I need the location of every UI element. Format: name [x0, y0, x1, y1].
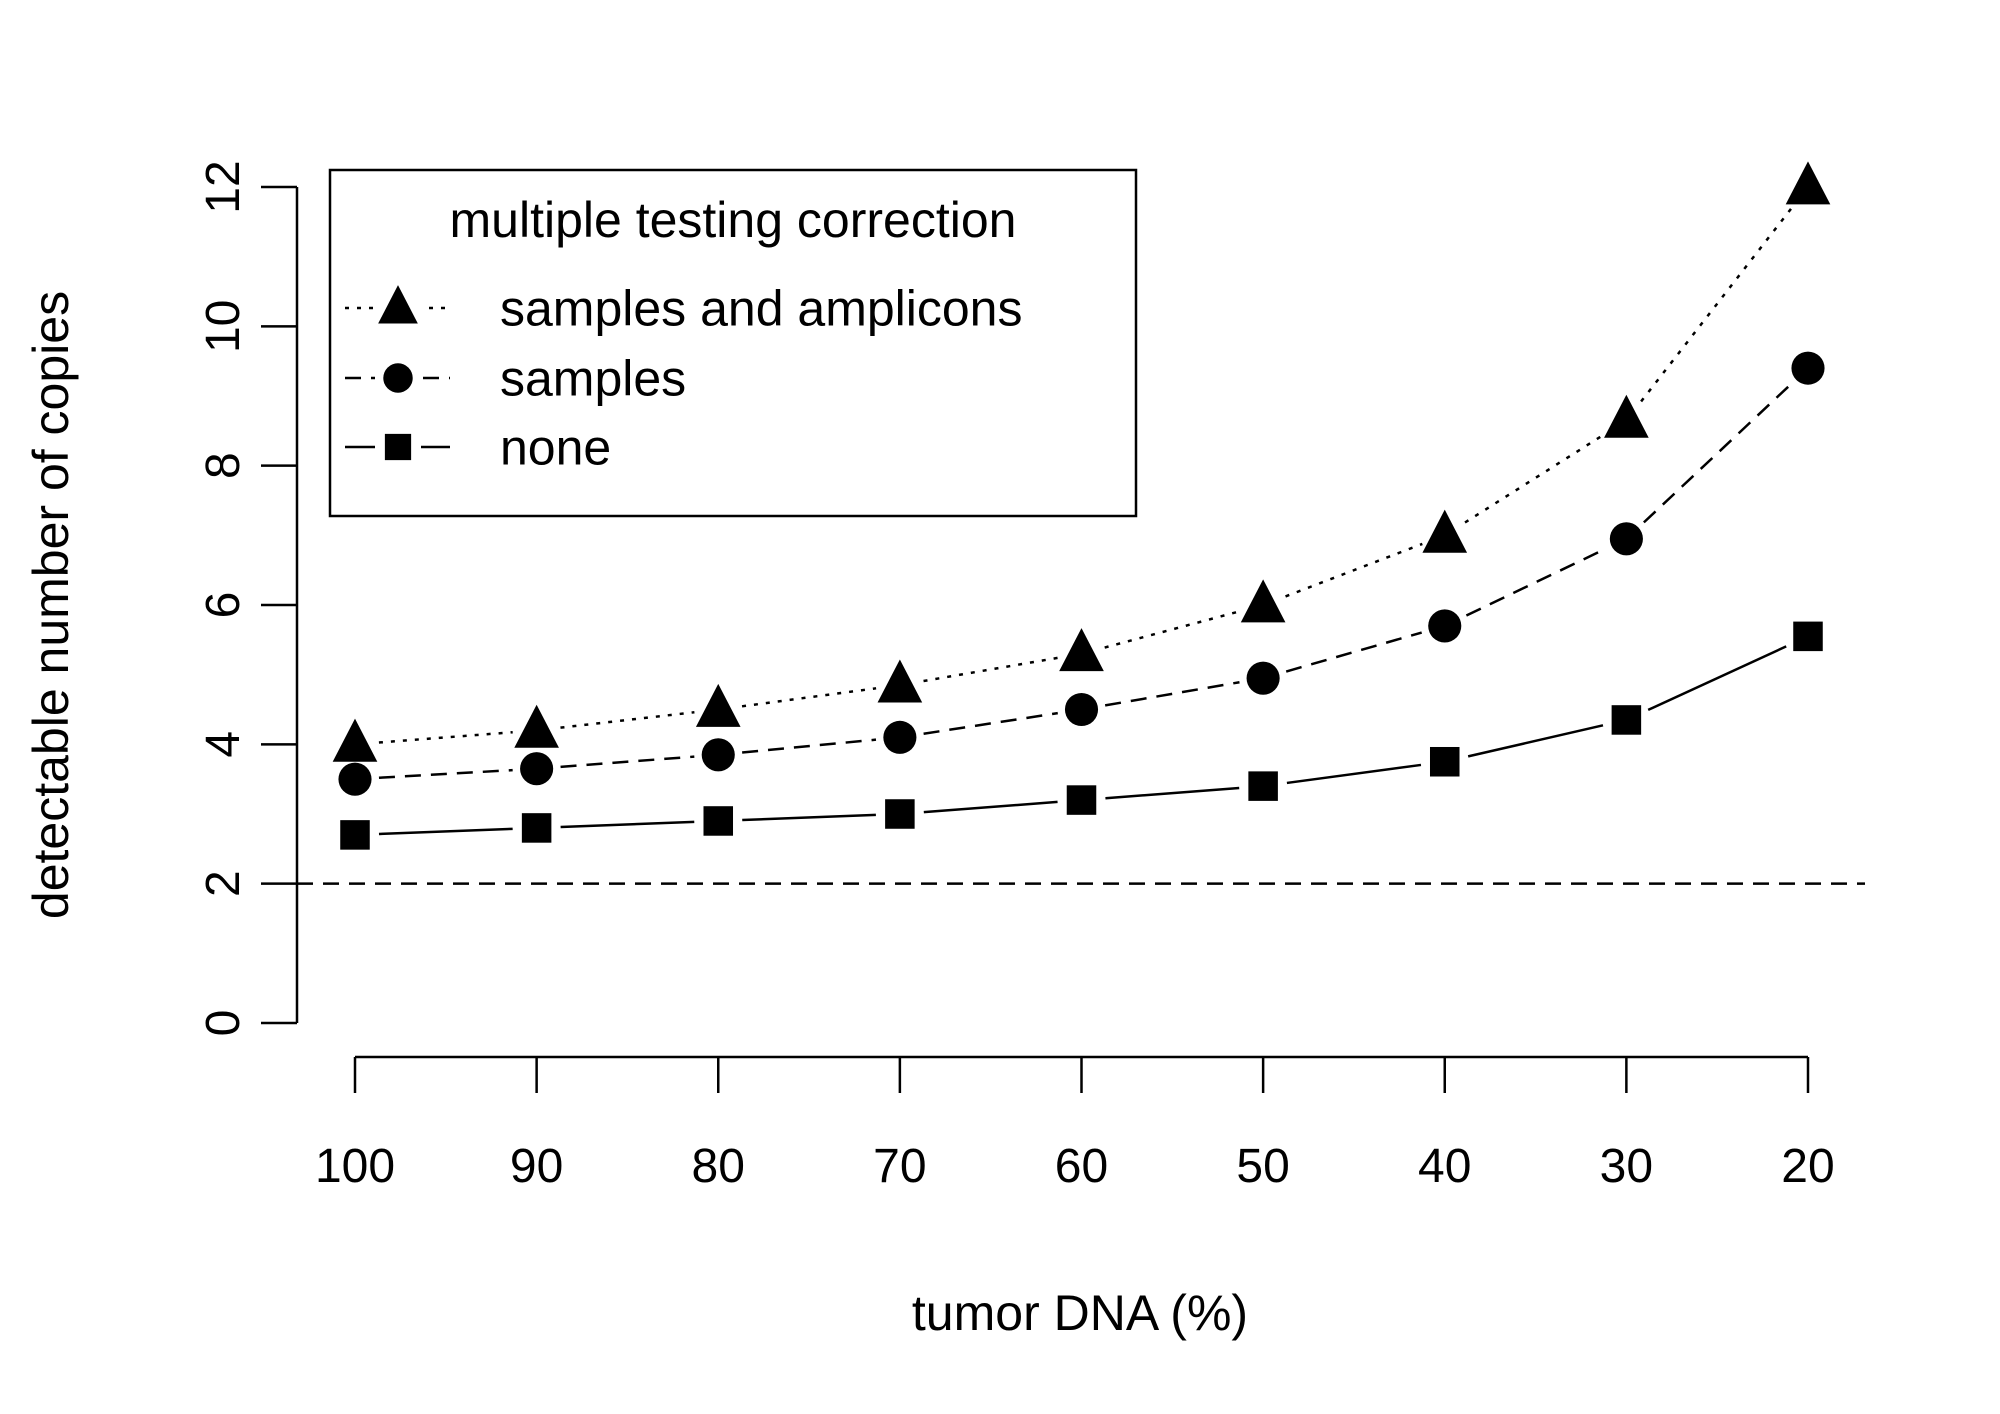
legend-label: samples and amplicons	[500, 281, 1023, 337]
data-point-square	[1429, 746, 1460, 777]
data-point-circle	[883, 720, 917, 754]
x-tick-label: 100	[315, 1140, 395, 1193]
y-tick-label: 8	[197, 452, 250, 479]
x-ticks: 100 90 80 70 60 50 40 30 20	[315, 1057, 1835, 1193]
series-line-segment	[1105, 786, 1240, 800]
series-line-segment	[923, 711, 1058, 735]
data-point-triangle	[1059, 628, 1104, 672]
y-tick-label: 2	[197, 870, 250, 897]
legend-marker-circle	[383, 363, 413, 393]
y-axis-title: detectable number of copies	[23, 291, 79, 919]
legend-box	[328, 168, 1138, 518]
y-tick-label: 4	[197, 731, 250, 758]
series-layer	[332, 161, 1831, 850]
x-tick-label: 90	[510, 1140, 563, 1193]
series-line-segment	[1647, 645, 1787, 712]
data-point-square	[1793, 621, 1823, 652]
legend-entry: samples and amplicons	[345, 281, 1023, 337]
series-line-segment	[378, 730, 513, 744]
legend-label: none	[500, 420, 611, 476]
data-point-square	[1611, 705, 1642, 735]
series-line-segment	[923, 800, 1058, 814]
series-line-segment	[1285, 631, 1423, 673]
legend-entry: none	[345, 420, 611, 476]
x-tick-label: 30	[1600, 1140, 1653, 1193]
legend-entries: samples and amplicons samples none	[345, 281, 1023, 476]
y-tick-label: 0	[197, 1010, 250, 1037]
data-point-square	[340, 820, 370, 850]
series-line-segment	[1285, 542, 1423, 598]
x-tick-label: 50	[1236, 1140, 1289, 1193]
legend-entry: samples	[345, 351, 686, 407]
data-point-circle	[1609, 522, 1643, 556]
series-line-segment	[378, 768, 513, 780]
data-point-triangle	[514, 704, 559, 748]
data-point-square	[1248, 771, 1278, 801]
series-line-segment	[1104, 681, 1240, 707]
y-tick-label: 12	[197, 160, 250, 213]
x-tick-label: 40	[1418, 1140, 1471, 1193]
legend: multiple testing correction samples and …	[328, 168, 1138, 518]
data-point-square	[885, 799, 915, 829]
series-line-segment	[1640, 205, 1795, 403]
x-tick-label: 70	[873, 1140, 926, 1193]
data-point-circle	[701, 738, 735, 772]
series-line-segment	[1286, 763, 1422, 785]
x-axis: 100 90 80 70 60 50 40 30 20	[315, 1055, 1835, 1193]
data-point-triangle	[695, 683, 741, 727]
x-tick-label: 20	[1781, 1140, 1834, 1193]
data-point-triangle	[877, 659, 923, 703]
series-line-segment	[560, 755, 695, 769]
data-point-square	[703, 806, 734, 836]
data-point-triangle	[332, 718, 378, 762]
series-line-segment	[1464, 432, 1607, 524]
series-line-segment	[378, 827, 513, 836]
legend-label: samples	[500, 351, 686, 407]
series-line-segment	[742, 738, 877, 754]
legend-marker-square	[384, 433, 412, 461]
legend-marker-triangle	[378, 285, 418, 324]
data-point-circle	[520, 752, 554, 786]
series-line-segment	[560, 820, 695, 829]
legend-title: multiple testing correction	[450, 192, 1017, 248]
data-point-square	[521, 813, 552, 843]
y-ticks: 0 2 4 6 8 10 12	[197, 160, 297, 1036]
data-point-circle	[1064, 692, 1099, 727]
series-line-segment	[1467, 724, 1604, 758]
data-point-circle	[338, 762, 372, 796]
data-point-circle	[1246, 661, 1280, 695]
series-samples-and-amplicons	[332, 161, 1831, 762]
x-tick-label: 80	[692, 1140, 745, 1193]
y-tick-label: 6	[197, 592, 250, 619]
series-none	[340, 621, 1823, 850]
series-samples	[338, 351, 1825, 796]
x-axis-title: tumor DNA (%)	[912, 1285, 1248, 1341]
data-point-circle	[1428, 609, 1462, 643]
series-line-segment	[1643, 383, 1792, 524]
y-tick-label: 10	[197, 300, 250, 353]
data-point-triangle	[1422, 509, 1468, 553]
data-point-triangle	[1785, 161, 1831, 205]
data-point-circle	[1791, 351, 1825, 385]
data-point-triangle	[1604, 394, 1649, 438]
data-point-triangle	[1240, 579, 1286, 623]
x-tick-label: 60	[1055, 1140, 1108, 1193]
series-line-segment	[742, 813, 876, 822]
data-point-square	[1066, 785, 1097, 815]
y-axis: 0 2 4 6 8 10 12	[197, 160, 299, 1036]
